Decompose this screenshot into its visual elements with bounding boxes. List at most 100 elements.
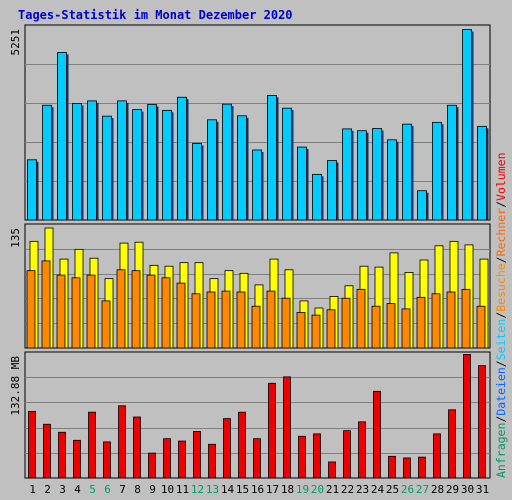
- x-tick-label: 21: [326, 483, 339, 496]
- x-tick-label: 16: [251, 483, 264, 496]
- bar-anfragen-8: [132, 109, 142, 221]
- bar-volumen-13: [208, 443, 216, 479]
- bar-anfragen-28: [432, 121, 442, 221]
- bar-volumen-11: [178, 440, 186, 479]
- bar-anfragen-12: [192, 143, 202, 221]
- bar-besuche-25: [386, 303, 396, 349]
- bar-anfragen-16: [252, 149, 262, 221]
- x-tick-label: 12: [191, 483, 204, 496]
- bar-besuche-20: [311, 314, 321, 349]
- bar-volumen-1: [28, 410, 36, 479]
- bar-volumen-7: [118, 405, 126, 479]
- x-tick-label: 1: [29, 483, 36, 496]
- bar-volumen-14: [223, 418, 231, 479]
- x-axis-day-labels: 1 2 3 4 5 6 7 8 9 10 11 12 13 14 15 16 17 18 19 20 21 22 23 24 2…: [29, 483, 489, 496]
- bar-anfragen-3: [57, 52, 67, 221]
- bar-besuche-7: [116, 269, 126, 349]
- x-tick-label: 26: [401, 483, 414, 496]
- legend-item: Rechner: [494, 208, 508, 257]
- x-tick-label: 8: [134, 483, 141, 496]
- bar-besuche-13: [206, 291, 216, 349]
- bar-anfragen-7: [117, 100, 127, 221]
- bar-anfragen-10: [162, 109, 172, 221]
- panel-3: 132.88 MB: [9, 351, 491, 479]
- bar-besuche-16: [251, 305, 261, 349]
- bar-besuche-29: [446, 291, 456, 349]
- x-tick-label: 7: [119, 483, 126, 496]
- bar-volumen-15: [238, 411, 246, 479]
- right-legend: Anfragen/Dateien/Seiten/Besuche/Rechner/…: [494, 153, 508, 479]
- bar-volumen-20: [313, 433, 321, 479]
- bar-besuche-5: [86, 274, 96, 349]
- bar-anfragen-30: [462, 29, 472, 221]
- x-tick-label: 11: [176, 483, 189, 496]
- bar-besuche-14: [221, 290, 231, 349]
- bar-anfragen-24: [372, 128, 382, 221]
- bar-besuche-24: [371, 305, 381, 349]
- bar-anfragen-26: [402, 123, 412, 221]
- bar-anfragen-18: [282, 107, 292, 221]
- x-tick-label: 10: [161, 483, 174, 496]
- bar-anfragen-27: [417, 190, 427, 221]
- bar-besuche-21: [326, 309, 336, 349]
- legend-item: Besuche: [494, 263, 508, 312]
- bar-anfragen-1: [27, 159, 37, 221]
- bar-besuche-3: [56, 274, 66, 349]
- bar-besuche-15: [236, 291, 246, 349]
- x-tick-label: 9: [149, 483, 156, 496]
- bar-volumen-4: [73, 439, 81, 479]
- x-tick-label: 31: [476, 483, 489, 496]
- bar-volumen-21: [328, 461, 336, 479]
- bar-volumen-2: [43, 423, 51, 479]
- x-tick-label: 28: [431, 483, 444, 496]
- bar-volumen-6: [103, 441, 111, 479]
- x-tick-label: 22: [341, 483, 354, 496]
- bar-anfragen-14: [222, 103, 232, 221]
- bar-volumen-8: [133, 416, 141, 479]
- legend-item: Dateien: [494, 367, 508, 415]
- bar-volumen-22: [343, 430, 351, 479]
- legend-item: /: [494, 256, 508, 263]
- bar-anfragen-2: [42, 104, 52, 221]
- bar-volumen-24: [373, 390, 381, 479]
- bar-anfragen-9: [147, 104, 157, 221]
- bar-anfragen-5: [87, 100, 97, 221]
- x-tick-label: 2: [44, 483, 51, 496]
- x-tick-label: 23: [356, 483, 369, 496]
- x-tick-label: 13: [206, 483, 219, 496]
- bar-anfragen-17: [267, 95, 277, 221]
- bar-anfragen-4: [72, 103, 82, 221]
- legend-item: /: [494, 312, 508, 319]
- bar-besuche-2: [41, 260, 51, 349]
- legend-item: Seiten: [494, 319, 508, 361]
- bar-besuche-22: [341, 297, 351, 349]
- bar-volumen-19: [298, 435, 306, 479]
- x-tick-label: 29: [446, 483, 459, 496]
- bar-besuche-18: [281, 297, 291, 349]
- x-tick-label: 17: [266, 483, 279, 496]
- legend-item: /: [494, 201, 508, 208]
- bar-besuche-9: [146, 274, 156, 349]
- bar-volumen-23: [358, 421, 366, 479]
- bar-besuche-19: [296, 312, 306, 349]
- bar-volumen-29: [448, 409, 456, 479]
- x-tick-label: 30: [461, 483, 474, 496]
- bar-besuche-11: [176, 282, 186, 349]
- bar-besuche-8: [131, 270, 141, 349]
- bar-anfragen-15: [237, 115, 247, 221]
- y-max-label: 135: [9, 228, 22, 248]
- bar-volumen-28: [433, 433, 441, 479]
- bar-volumen-3: [58, 431, 66, 479]
- bar-volumen-9: [148, 452, 156, 479]
- bar-besuche-4: [71, 277, 81, 349]
- x-tick-label: 15: [236, 483, 249, 496]
- bar-anfragen-11: [177, 96, 187, 221]
- bar-besuche-27: [416, 296, 426, 349]
- panel-2: 135: [9, 223, 491, 349]
- x-tick-label: 3: [59, 483, 66, 496]
- x-tick-label: 18: [281, 483, 294, 496]
- bar-besuche-6: [101, 300, 111, 349]
- bar-volumen-27: [418, 456, 426, 479]
